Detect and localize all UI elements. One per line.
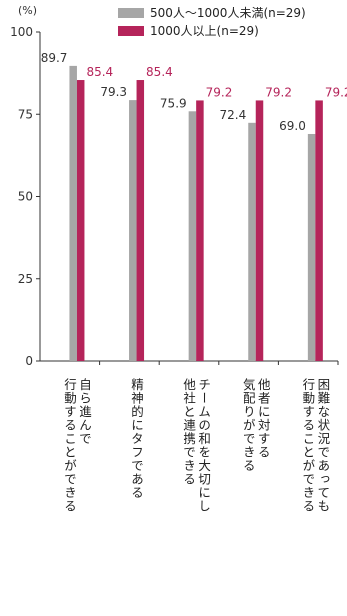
bar-series-1	[69, 65, 77, 362]
data-label-series-2: 85.4	[146, 65, 173, 79]
category-label-line: チームの和を大切にし	[196, 378, 212, 513]
bar-chart: 0 25 50 75 100 89.7 85.4 79.3 85.4 75.9 79.2 72.4 79…	[10, 25, 347, 368]
data-label-series-1: 89.7	[41, 51, 68, 65]
legend-label-series-1: 500人〜1000人未満(n=29)	[150, 6, 306, 20]
bar-series-2	[76, 80, 85, 361]
bar-series-1	[129, 100, 137, 361]
category-label-line: 他者に対する	[255, 378, 271, 459]
data-label-series-2: 79.2	[206, 85, 233, 99]
bar-series-2	[196, 100, 204, 361]
y-tick-label: 0	[25, 354, 33, 368]
data-label-series-1: 69.0	[279, 119, 306, 133]
bar-series-1	[307, 133, 316, 361]
data-label-series-2: 79.2	[325, 85, 347, 99]
y-tick-label: 50	[18, 190, 33, 204]
category-label: 精神的にタフである	[129, 378, 144, 500]
legend-swatch-series-1	[118, 8, 144, 18]
category-label: チームの和を大切にし 他社と連携できる	[181, 378, 211, 513]
y-tick-label: 25	[18, 272, 33, 286]
bar-series-1	[248, 122, 256, 361]
bar-series-2	[136, 80, 145, 361]
category-label: 困難な状況であっても 行動することができる	[300, 378, 330, 513]
y-tick-label: 75	[18, 107, 33, 121]
y-axis-unit-label: (%)	[18, 4, 38, 17]
category-label-line: 自ら進んで	[76, 378, 92, 446]
data-label-series-1: 79.3	[100, 85, 127, 99]
data-label-series-2: 79.2	[265, 85, 292, 99]
bar-series-2	[315, 100, 323, 361]
category-label-line: 行動することができる	[61, 378, 77, 513]
category-label-line: 精神的にタフである	[129, 378, 145, 500]
legend-item-series-1: 500人〜1000人未満(n=29)	[118, 4, 306, 22]
category-label: 自ら進んで 行動することができる	[62, 378, 92, 513]
category-label-line: 他社と連携できる	[181, 378, 197, 486]
data-label-series-1: 75.9	[160, 96, 187, 110]
chart-legend: 500人〜1000人未満(n=29) 1000人以上(n=29)	[118, 4, 306, 40]
bar-series-1	[188, 111, 197, 361]
category-label-line: 行動することができる	[300, 378, 316, 513]
category-label-line: 気配りができる	[240, 378, 256, 473]
legend-item-series-2: 1000人以上(n=29)	[118, 22, 306, 40]
data-label-series-1: 72.4	[220, 108, 247, 122]
category-label: 他者に対する 気配りができる	[241, 378, 271, 473]
legend-swatch-series-2	[118, 26, 144, 36]
legend-label-series-2: 1000人以上(n=29)	[150, 24, 259, 38]
category-label-line: 困難な状況であっても	[315, 378, 331, 513]
bar-series-2	[255, 100, 264, 361]
y-tick-label: 100	[10, 25, 33, 39]
data-label-series-2: 85.4	[86, 65, 113, 79]
